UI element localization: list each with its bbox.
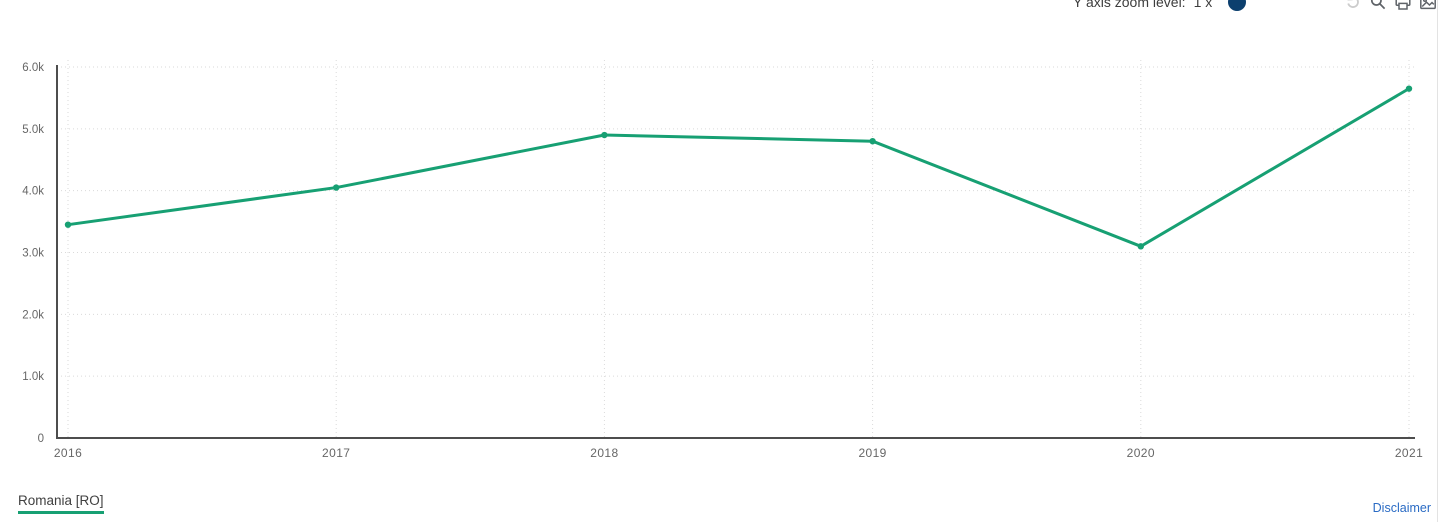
data-point-marker[interactable] [1405,85,1413,92]
export-image-icon[interactable] [1417,0,1438,13]
zoom-in-icon[interactable] [1367,0,1388,13]
y-axis-zoom-label: Y axis zoom level: [1073,0,1186,10]
data-point-marker[interactable] [601,131,608,139]
x-tick-label: 2016 [54,446,82,460]
reset-zoom-icon[interactable] [1342,0,1363,13]
y-tick-label: 1.0k [22,371,44,383]
y-axis-zoom-value: 1 x [1193,0,1213,10]
data-point-marker[interactable] [64,221,72,228]
line-chart: 0 1.0k 2.0k 3.0k 4.0k 5.0k 6.0k 2016 2017 2018 201… [22,60,1423,460]
panel-divider [1437,0,1438,522]
disclaimer-link[interactable]: Disclaimer [1372,501,1431,515]
y-tick-label: 5.0k [22,124,44,136]
chart-legend: Romania [RO] [18,492,104,514]
y-tick-label: 6.0k [22,62,44,74]
data-point-marker[interactable] [333,184,340,191]
x-tick-label: 2020 [1127,446,1155,460]
chart-toolbar [1342,0,1438,14]
print-icon[interactable] [1392,0,1413,13]
y-tick-label: 4.0k [22,186,44,198]
legend-item-romania[interactable]: Romania [RO] [18,493,104,514]
data-point-marker[interactable] [1137,243,1145,250]
x-tick-label: 2018 [590,446,618,460]
y-tick-label: 2.0k [22,309,44,321]
y-tick-label: 0 [38,433,44,445]
y-tick-label: 3.0k [22,248,44,260]
x-tick-label: 2019 [858,446,886,460]
y-axis-zoom-slider-thumb[interactable] [1228,0,1247,11]
data-point-marker[interactable] [869,138,876,145]
y-axis-zoom-control: Y axis zoom level: 1 x [1073,0,1247,14]
x-tick-label: 2017 [322,446,350,460]
series-line [66,87,1411,248]
x-tick-label: 2021 [1395,446,1423,460]
